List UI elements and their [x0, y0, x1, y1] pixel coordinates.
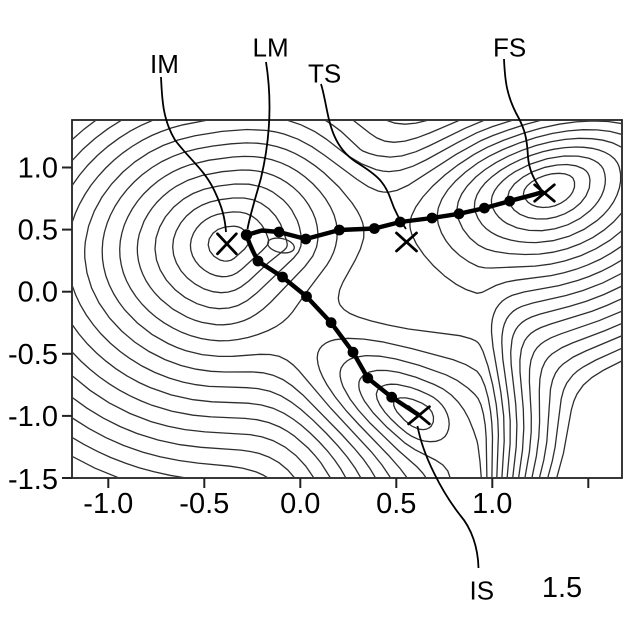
svg-text:-1.0: -1.0: [8, 401, 58, 433]
svg-text:-1.0: -1.0: [83, 488, 133, 520]
svg-text:LM: LM: [253, 33, 289, 63]
svg-text:IS: IS: [470, 576, 495, 606]
svg-text:0.0: 0.0: [18, 277, 58, 309]
svg-text:0.5: 0.5: [376, 488, 416, 520]
svg-text:0.0: 0.0: [280, 488, 320, 520]
svg-text:IM: IM: [150, 49, 179, 79]
svg-text:-0.5: -0.5: [179, 488, 229, 520]
svg-text:FS: FS: [493, 33, 526, 63]
svg-text:1.5: 1.5: [542, 572, 582, 604]
svg-text:0.5: 0.5: [18, 215, 58, 247]
svg-text:-1.5: -1.5: [8, 464, 58, 496]
svg-text:1.0: 1.0: [472, 488, 512, 520]
svg-text:TS: TS: [308, 59, 341, 89]
svg-text:1.0: 1.0: [18, 153, 58, 185]
svg-text:-0.5: -0.5: [8, 339, 58, 371]
